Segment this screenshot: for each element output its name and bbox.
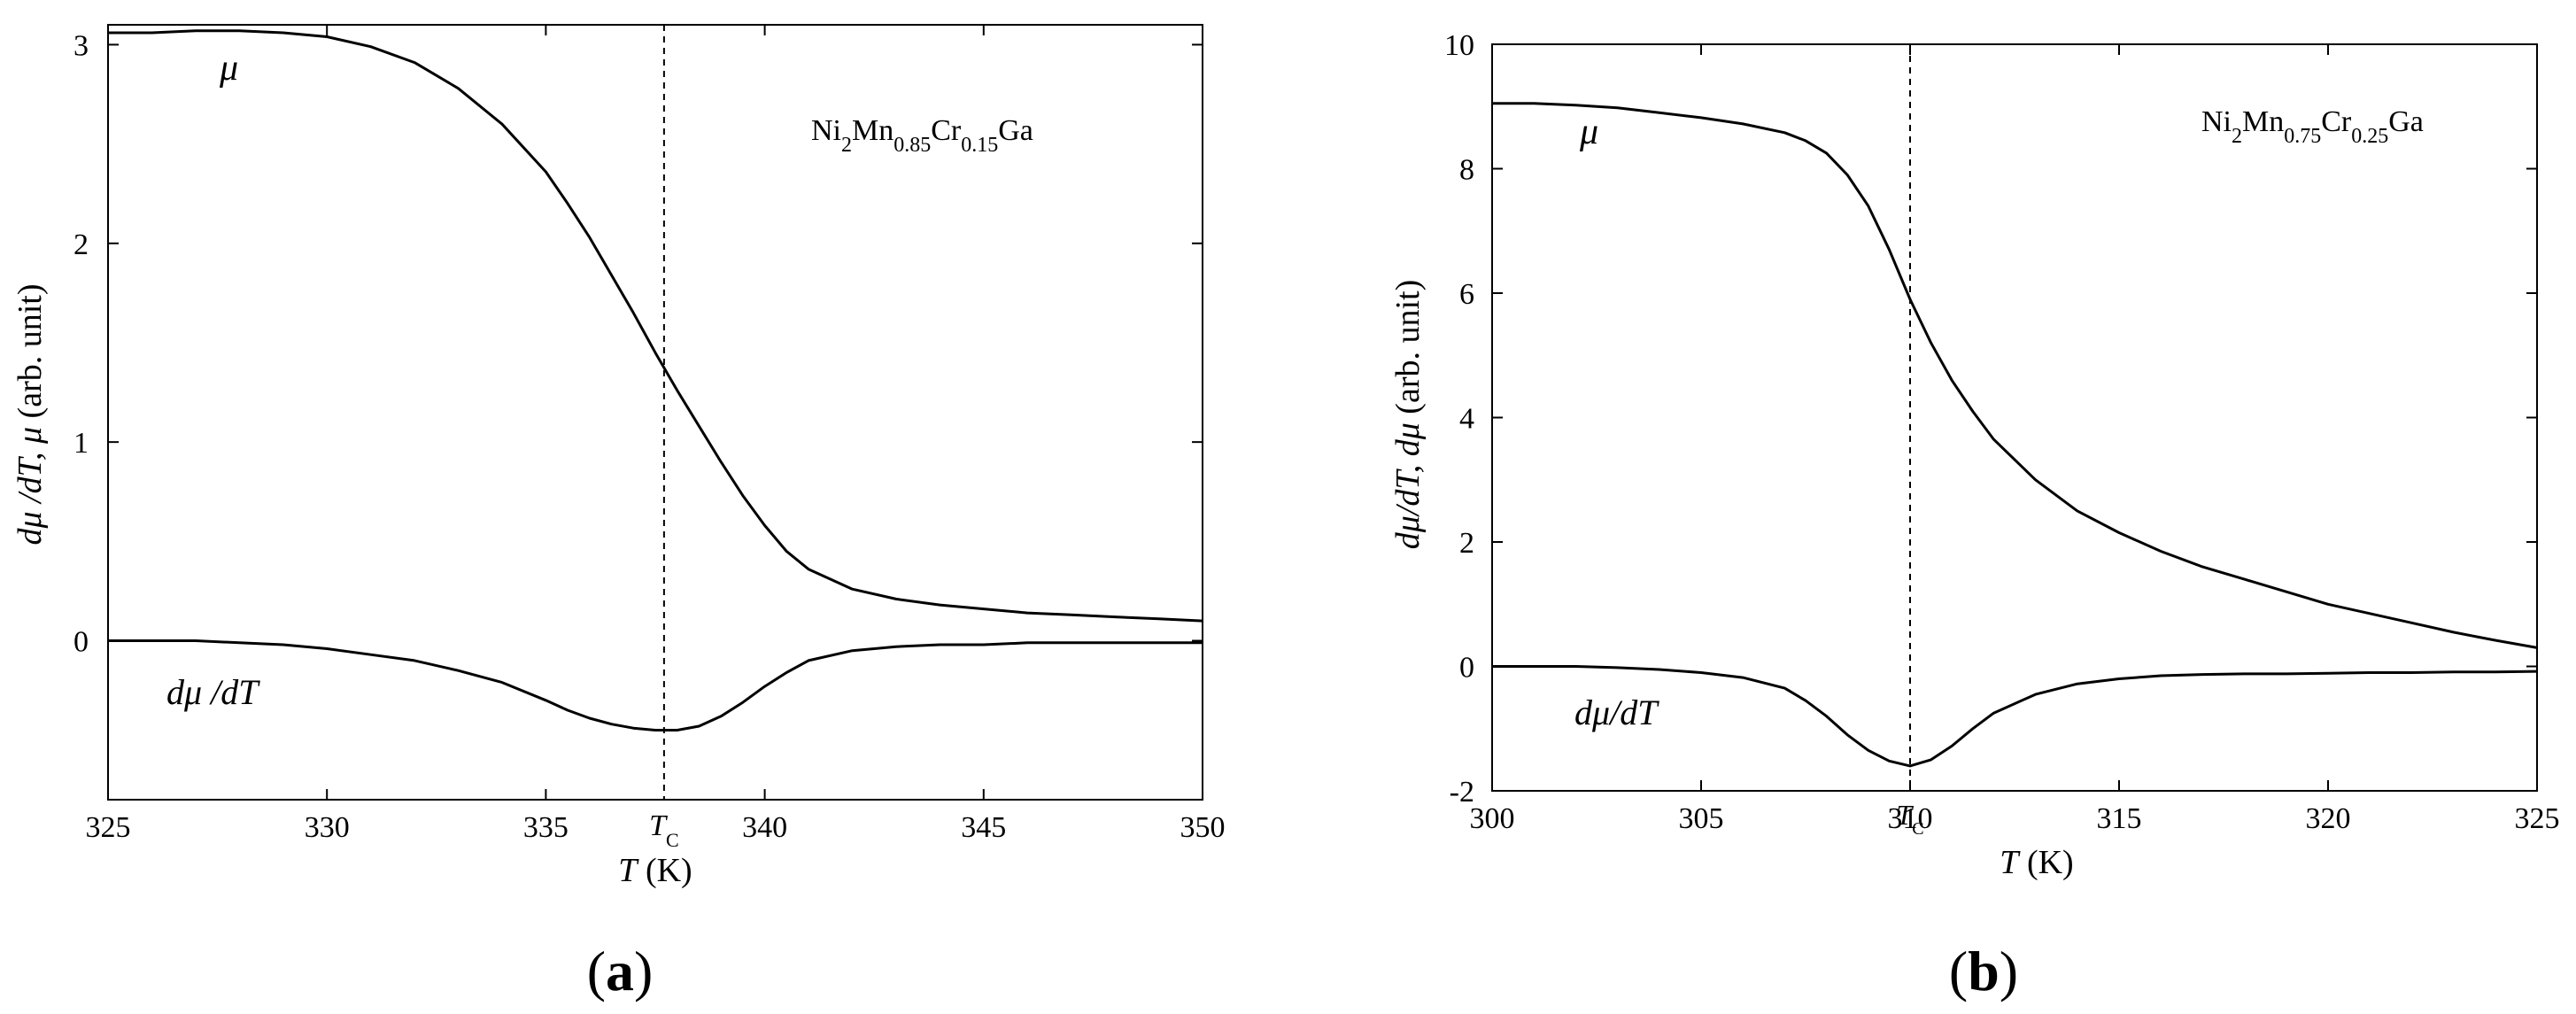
x-ticks: 325 330 335 340 345 350: [86, 25, 1226, 844]
chart-panel-a: 325 330 335 340 345 350 0 1 2 3 μ dμ /dT Ni2Mn0.…: [12, 24, 1226, 1002]
y-tick-label: 6: [1459, 278, 1474, 311]
y-tick-label: 8: [1459, 154, 1474, 187]
y-tick-label: -2: [1450, 776, 1474, 809]
y-tick-label: 10: [1444, 29, 1474, 62]
x-ticks: 300 305 310 315 320 325: [1470, 44, 2560, 835]
compound-label: Ni2Mn0.85Cr0.15Ga: [811, 114, 1033, 157]
dmu-dt-curve: [108, 639, 1203, 731]
y-axis-title: dμ /dT, μ (arb. unit): [12, 284, 49, 546]
y-tick-label: 0: [73, 626, 89, 659]
mu-curve-label: μ: [1579, 112, 1598, 152]
x-tick-label: 325: [2515, 802, 2560, 835]
x-tick-label: 340: [742, 811, 787, 844]
panel-label-a: (a): [587, 940, 654, 1002]
x-tick-label: 335: [523, 811, 569, 844]
x-axis-title: T (K): [618, 852, 692, 889]
x-tick-label: 330: [305, 811, 350, 844]
x-tick-label: 300: [1470, 802, 1515, 835]
tc-tick-label: TC: [649, 809, 679, 851]
y-tick-label: 2: [73, 228, 89, 261]
panel-label-b: (b): [1949, 940, 2018, 1002]
mu-curve: [1492, 102, 2538, 649]
x-tick-label: 315: [2097, 802, 2142, 835]
y-tick-label: 2: [1459, 527, 1474, 560]
y-tick-label: 1: [73, 427, 89, 460]
plot-frame: [1491, 43, 2538, 792]
x-tick-label: 320: [2306, 802, 2351, 835]
y-ticks: -2 0 2 4 6 8 10: [1444, 29, 2537, 809]
y-tick-label: 0: [1459, 652, 1474, 685]
plot-frame: [107, 24, 1203, 801]
x-axis-title: T (K): [2000, 844, 2073, 881]
dmu-dt-curve-label: dμ/dT: [1574, 693, 1659, 732]
dmu-dt-curve: [1492, 665, 2538, 768]
x-tick-label: 325: [86, 811, 131, 844]
dmu-dt-curve-label: dμ /dT: [166, 672, 260, 712]
y-tick-label: 4: [1459, 403, 1474, 436]
mu-curve-label: μ: [219, 48, 238, 89]
mu-curve: [108, 29, 1203, 623]
x-tick-label: 350: [1180, 811, 1226, 844]
y-axis-title: dμ/dT, dμ (arb. unit): [1389, 280, 1427, 549]
y-tick-label: 3: [73, 29, 89, 62]
chart-panel-b: 300 305 310 315 320 325 -2 0 2 4 6 8 10 μ dμ/dT Ni2…: [1389, 29, 2560, 1002]
compound-label: Ni2Mn0.75Cr0.25Ga: [2201, 105, 2424, 148]
x-tick-label: 345: [961, 811, 1006, 844]
x-tick-label: 305: [1679, 802, 1724, 835]
tc-tick-label: TC: [1896, 799, 1923, 839]
x-tick-label: 310: [1888, 802, 1933, 835]
